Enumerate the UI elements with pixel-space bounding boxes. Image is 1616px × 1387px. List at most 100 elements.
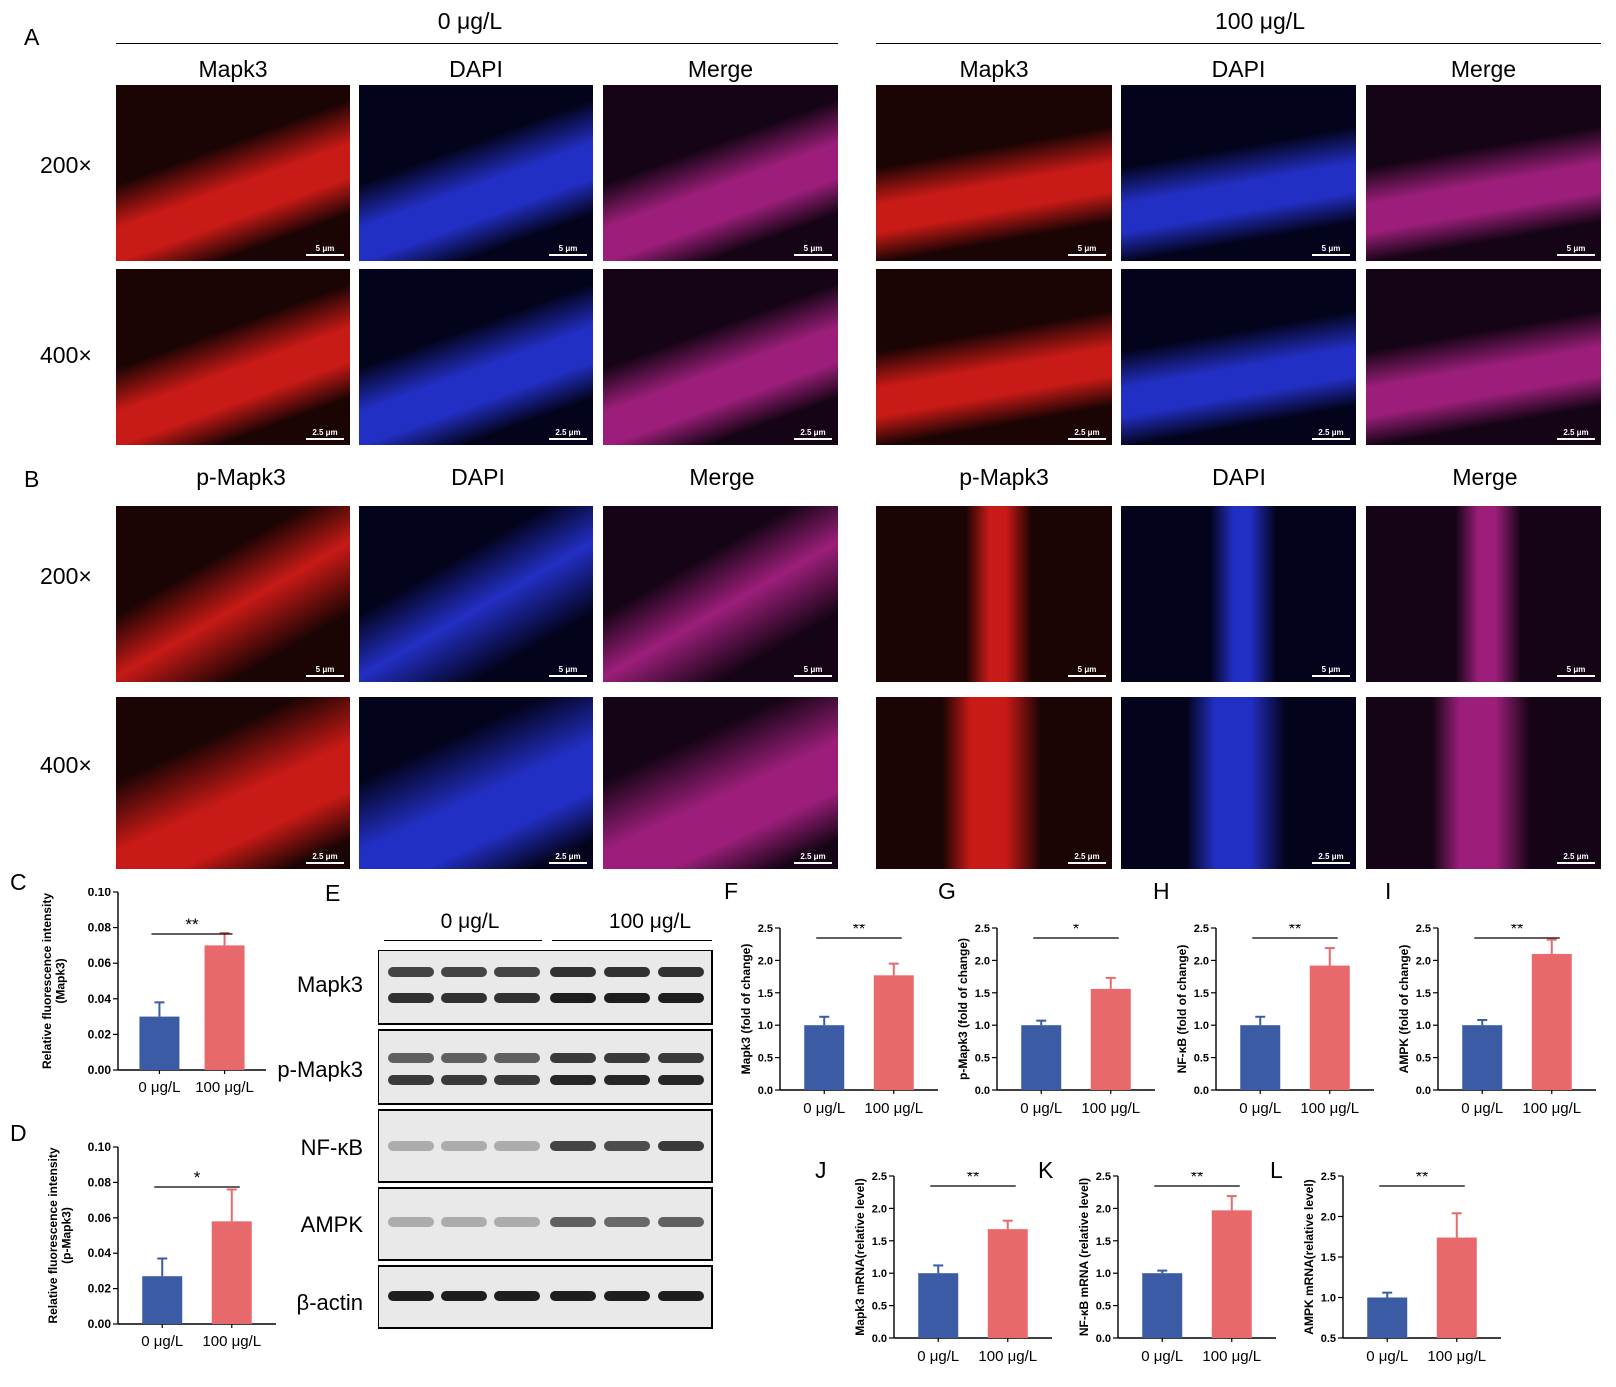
micrograph-b-200-g1-mapk3: 5 μm — [876, 506, 1112, 682]
blot-band-0-0-lane-5 — [658, 967, 704, 977]
blot-label-ampk: AMPK — [300, 1212, 363, 1237]
scale-bar: 5 μm — [306, 244, 344, 256]
x-tick-label-1: 100 μg/L — [195, 1079, 254, 1096]
bar-1 — [1090, 988, 1131, 1090]
panel-label-i: I — [1385, 878, 1392, 904]
scale-bar-line — [794, 862, 832, 864]
scale-bar-label: 2.5 μm — [1318, 852, 1344, 861]
blot-band-2-0-lane-2 — [494, 1141, 540, 1151]
scale-bar-line — [549, 438, 587, 440]
scale-bar: 5 μm — [794, 244, 832, 256]
x-tick-label-0: 0 μg/L — [1020, 1100, 1062, 1117]
scale-bar-line — [1312, 675, 1350, 677]
y-tick-label: 2.0 — [1096, 1203, 1111, 1215]
blot-box-1 — [378, 1029, 713, 1105]
panel-label-h: H — [1153, 878, 1170, 904]
y-tick-label: 2.0 — [1321, 1212, 1336, 1224]
y-tick-label: 2.0 — [975, 955, 990, 967]
blot-band-2-0-lane-1 — [441, 1141, 487, 1151]
scale-bar-label: 2.5 μm — [1074, 428, 1100, 437]
channel-header-b-1-pmapk3: p-Mapk3 — [959, 464, 1049, 490]
micrograph-b-400-g0-merge: 2.5 μm — [603, 697, 838, 869]
x-tick-label-1: 100 μg/L — [1300, 1100, 1359, 1117]
blot-band-3-0-lane-2 — [494, 1217, 540, 1227]
y-tick-label: 2.0 — [1194, 955, 1209, 967]
x-tick-label-1: 100 μg/L — [1522, 1100, 1581, 1117]
panel-label-d: D — [10, 1120, 27, 1146]
scale-bar-line — [306, 675, 344, 677]
y-tick-label: 0.10 — [88, 1140, 112, 1154]
significance-mark: * — [1073, 924, 1079, 938]
scale-bar-label: 2.5 μm — [1563, 428, 1589, 437]
blot-band-2-0-lane-4 — [604, 1141, 650, 1151]
scale-bar-line — [1557, 862, 1595, 864]
y-tick-label: 0.5 — [1416, 1053, 1431, 1065]
scale-bar-label: 5 μm — [558, 244, 578, 253]
scale-bar-label: 5 μm — [1566, 244, 1586, 253]
micrograph-a-200-g1-mapk3: 5 μm — [876, 85, 1112, 261]
scale-bar: 2.5 μm — [306, 852, 344, 864]
scale-bar-line — [794, 254, 832, 256]
panel-label-a: A — [24, 24, 40, 50]
channel-header-b-0-pmapk3: p-Mapk3 — [196, 464, 286, 490]
scale-bar: 2.5 μm — [1557, 852, 1595, 864]
y-axis-label-line-2: (Mapk3) — [54, 958, 68, 1003]
scale-bar-label: 2.5 μm — [800, 852, 826, 861]
y-tick-label: 0.04 — [88, 992, 112, 1006]
y-tick-label: 2.5 — [872, 1172, 887, 1183]
scale-bar-line — [1557, 675, 1595, 677]
blot-band-1-0-lane-2 — [494, 1053, 540, 1063]
panel-label-g: G — [938, 878, 956, 904]
scale-bar: 5 μm — [549, 665, 587, 677]
micrograph-a-200-g1-dapi: 5 μm — [1121, 85, 1356, 261]
x-tick-label-1: 100 μg/L — [978, 1348, 1037, 1365]
group-header-0: 0 μg/L — [437, 8, 503, 34]
scale-bar: 2.5 μm — [1068, 428, 1106, 440]
y-tick-label: 1.5 — [1194, 988, 1209, 1000]
y-tick-label: 0.02 — [88, 1027, 112, 1041]
scale-bar-label: 5 μm — [558, 665, 578, 674]
y-tick-label: 2.5 — [1096, 1172, 1111, 1183]
y-tick-label: 0.00 — [88, 1317, 112, 1331]
bar-1 — [211, 1221, 252, 1324]
y-tick-label: 0.5 — [1096, 1301, 1111, 1313]
scale-bar-line — [549, 862, 587, 864]
significance-mark: ** — [1191, 1172, 1203, 1186]
bar-1 — [1436, 1237, 1477, 1338]
y-axis-label-line-2: (p-Mapk3) — [60, 1207, 74, 1264]
chart-i: 0.0 0.5 1.0 1.5 2.0 2.5 0 μg/L 100 μg/L ** AMPK (… — [1398, 924, 1596, 1117]
blot-band-1-1-lane-0 — [388, 1075, 434, 1085]
y-tick-label: 0.0 — [758, 1085, 773, 1097]
y-tick-label: 0.10 — [88, 888, 112, 899]
y-axis-label-line-1: Relative fluorescence intensity — [40, 893, 54, 1069]
bar-0 — [804, 1025, 845, 1090]
y-tick-label: 0.02 — [88, 1282, 112, 1296]
bar-0 — [1462, 1025, 1503, 1090]
y-axis-label: AMPK mRNA(relative level) — [1303, 1179, 1316, 1334]
micrograph-b-400-g0-dapi: 2.5 μm — [359, 697, 593, 869]
micrograph-a-400-g0-dapi: 2.5 μm — [359, 269, 593, 445]
micrograph-b-400-g1-merge: 2.5 μm — [1366, 697, 1601, 869]
channel-header-a-1-dapi: DAPI — [1211, 56, 1266, 82]
y-tick-label: 1.0 — [975, 1020, 990, 1032]
blot-band-4-0-lane-2 — [494, 1291, 540, 1301]
y-tick-label: 0.00 — [88, 1063, 112, 1077]
scale-bar-label: 5 μm — [315, 665, 335, 674]
y-tick-label: 2.5 — [1194, 924, 1209, 935]
scale-bar-line — [1312, 438, 1350, 440]
y-tick-label: 1.5 — [1416, 988, 1431, 1000]
micrograph-b-400-g1-dapi: 2.5 μm — [1121, 697, 1356, 869]
scale-bar-label: 5 μm — [1566, 665, 1586, 674]
scale-bar-line — [1068, 438, 1106, 440]
y-axis-label: NF-κB mRNA (relative level) — [1078, 1178, 1091, 1336]
scale-bar-label: 5 μm — [803, 244, 823, 253]
x-tick-label-1: 100 μg/L — [1427, 1348, 1486, 1365]
scale-bar-label: 5 μm — [803, 665, 823, 674]
chart-c: 0.00 0.02 0.04 0.06 0.08 0.10 0 μg/L 100 μg/L **… — [40, 888, 266, 1096]
micrograph-b-200-g0-merge: 5 μm — [603, 506, 838, 682]
scale-bar: 5 μm — [1068, 244, 1106, 256]
scale-bar-label: 5 μm — [1077, 665, 1097, 674]
channel-header-a-0-dapi: DAPI — [449, 56, 503, 82]
y-axis-label: Relative fluorescence intensity(p-Mapk3) — [46, 1147, 74, 1323]
blot-label-p-mapk3: p-Mapk3 — [277, 1057, 363, 1082]
